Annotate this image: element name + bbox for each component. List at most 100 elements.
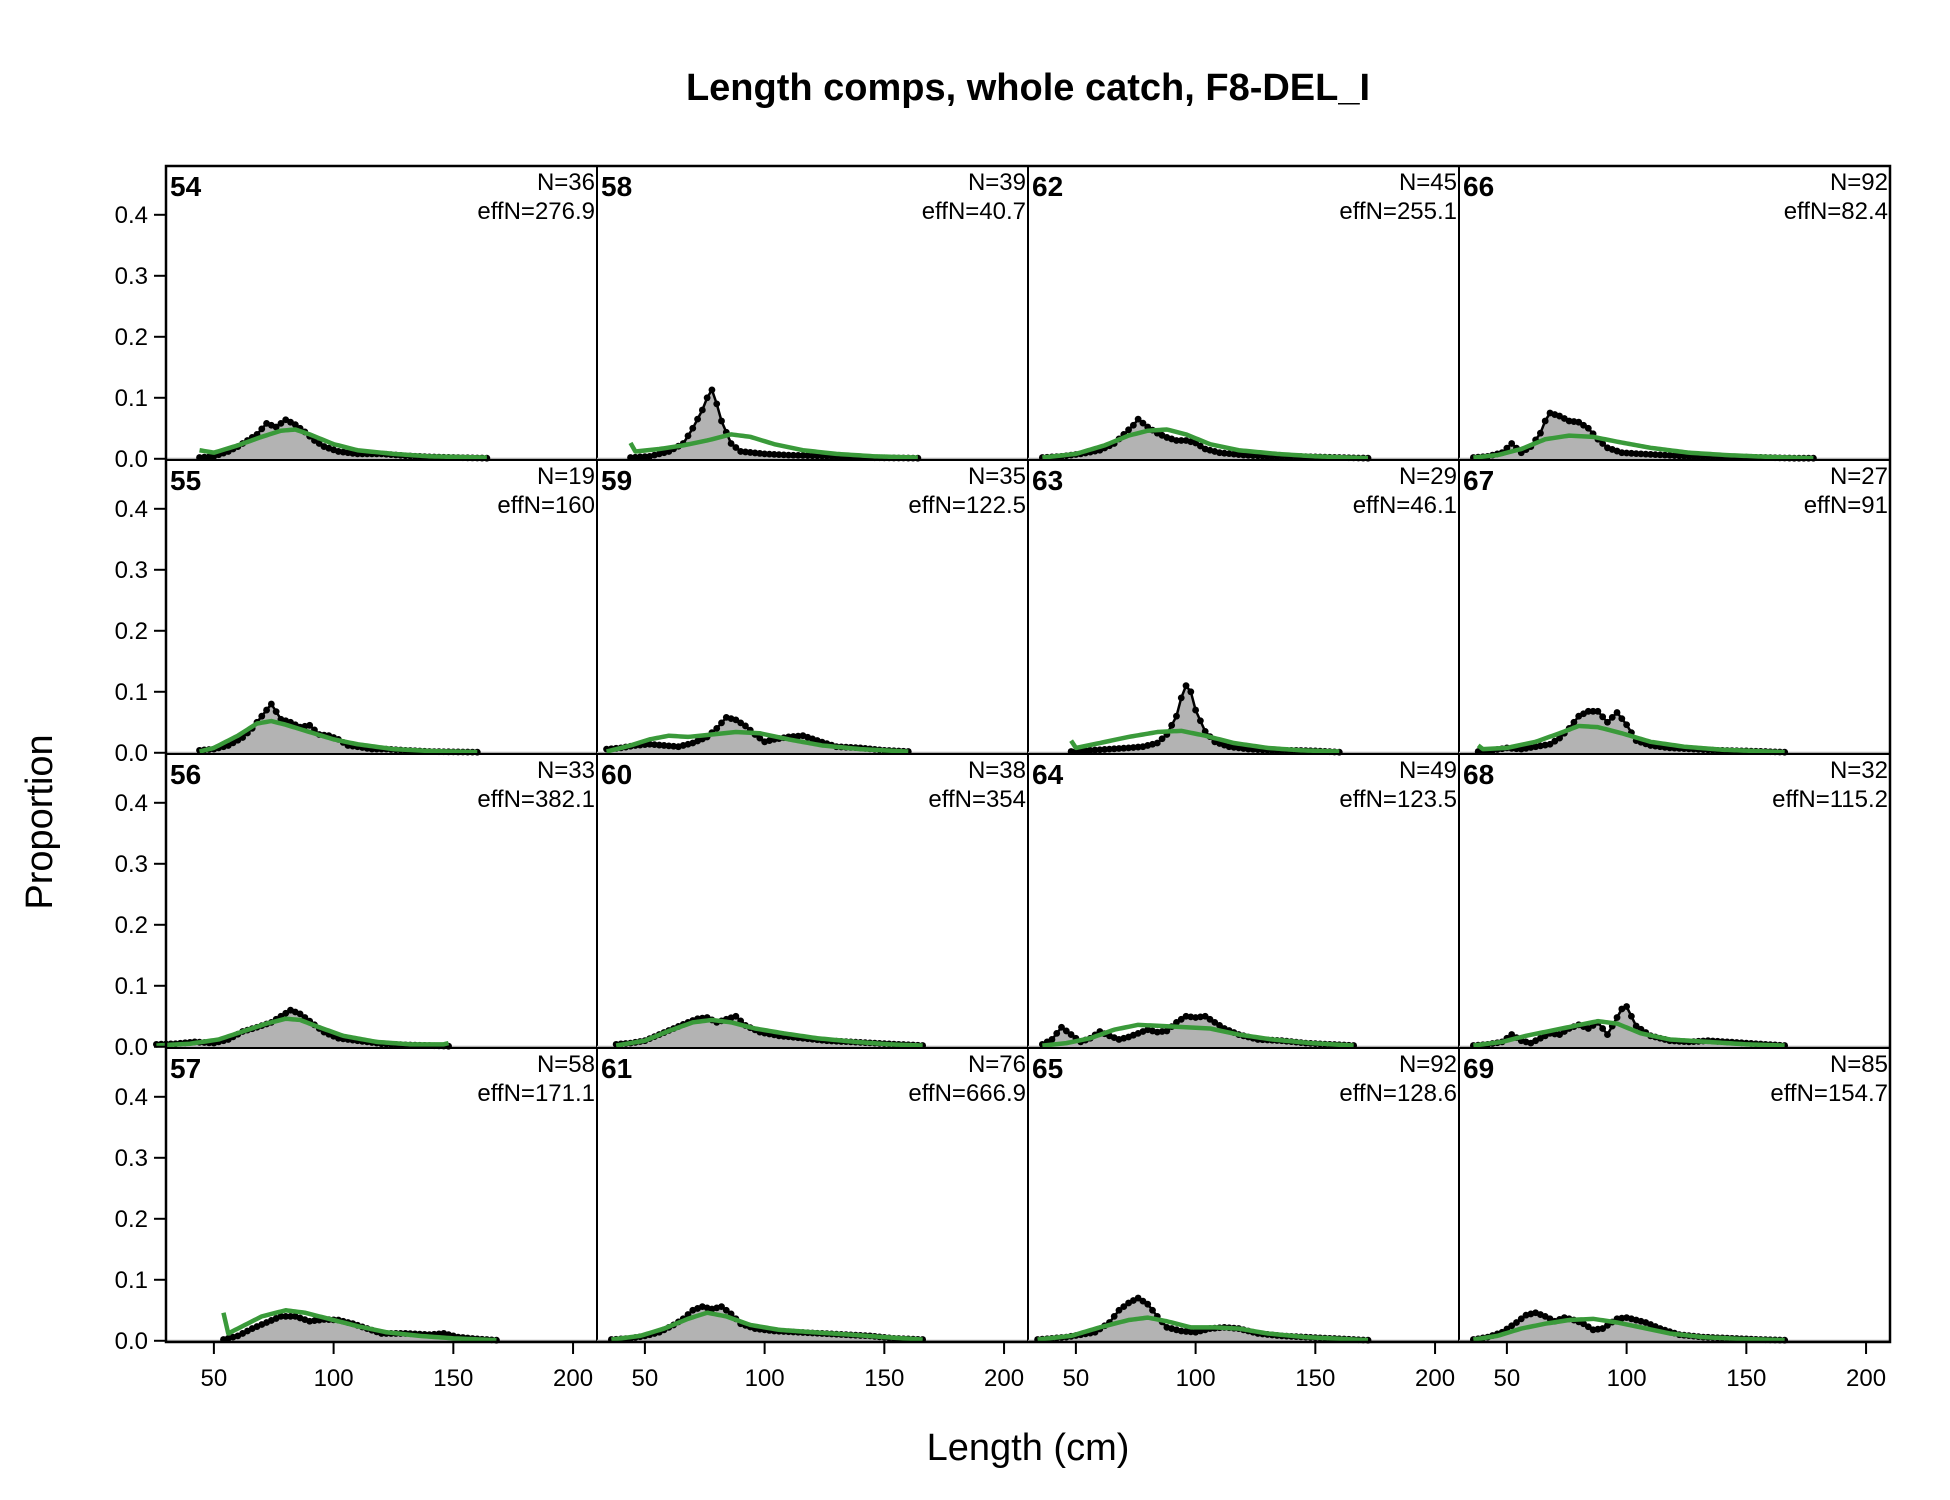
- observed-point: [1608, 714, 1616, 721]
- observed-area: [1071, 685, 1340, 753]
- y-tick-label: 0.2: [115, 912, 148, 939]
- observed-point: [1613, 709, 1621, 716]
- observed-point: [1599, 713, 1607, 721]
- observed-point: [713, 724, 721, 732]
- panel-year-label: 66: [1463, 171, 1494, 202]
- observed-point: [766, 450, 773, 458]
- panel-year-label: 67: [1463, 465, 1494, 496]
- observed-point: [1623, 1003, 1631, 1010]
- x-tick-label: 50: [1063, 1365, 1090, 1392]
- panel-n-label: N=38: [968, 757, 1026, 784]
- panel-year-label: 69: [1463, 1053, 1494, 1084]
- observed-point: [1508, 440, 1516, 447]
- x-tick-label: 200: [553, 1365, 593, 1392]
- observed-point: [1058, 1023, 1065, 1031]
- x-tick-label: 100: [314, 1365, 354, 1392]
- panel-effn-label: effN=82.4: [1784, 198, 1888, 225]
- observed-point: [1173, 712, 1180, 720]
- observed-point: [1642, 450, 1650, 458]
- observed-point: [1570, 718, 1578, 726]
- observed-point: [1192, 706, 1200, 714]
- panel-effn-label: effN=40.7: [922, 198, 1026, 225]
- observed-point: [742, 722, 749, 730]
- observed-point: [1556, 734, 1563, 742]
- observed-point: [272, 423, 280, 431]
- panel-year-label: 61: [601, 1053, 632, 1084]
- y-tick-label: 0.1: [115, 385, 148, 412]
- observed-area: [199, 419, 487, 459]
- panel-n-label: N=32: [1830, 757, 1888, 784]
- observed-point: [756, 734, 764, 742]
- observed-point: [1604, 718, 1611, 726]
- observed-point: [770, 450, 778, 458]
- panel-effn-label: effN=123.5: [1339, 786, 1457, 813]
- observed-point: [1048, 1036, 1056, 1043]
- panel-n-label: N=27: [1830, 463, 1888, 490]
- panel-effn-label: effN=171.1: [477, 1080, 595, 1107]
- observed-point: [1589, 707, 1597, 715]
- observed-area: [1042, 419, 1369, 459]
- expected-line: [606, 729, 909, 754]
- observed-point: [1115, 1306, 1123, 1314]
- observed-point: [1632, 1022, 1640, 1030]
- expected-line: [1042, 1022, 1354, 1048]
- y-tick-label: 0.3: [115, 1145, 148, 1172]
- observed-point: [267, 700, 275, 708]
- y-tick-label: 0.0: [115, 1328, 148, 1355]
- panel-effn-label: effN=115.2: [1772, 786, 1888, 813]
- observed-point: [732, 444, 740, 451]
- expected-line: [1476, 723, 1785, 755]
- panel-effn-label: effN=46.1: [1353, 492, 1457, 519]
- x-tick-label: 150: [864, 1365, 904, 1392]
- observed-point: [780, 451, 788, 459]
- panel-effn-label: effN=666.9: [908, 1080, 1026, 1107]
- observed-point: [263, 706, 270, 714]
- x-tick-label: 150: [433, 1365, 473, 1392]
- observed-point: [1149, 1306, 1156, 1314]
- observed-point: [1110, 1312, 1118, 1320]
- y-tick-label: 0.0: [115, 1034, 148, 1061]
- x-tick-label: 100: [1607, 1365, 1647, 1392]
- panel-year-label: 63: [1032, 465, 1063, 496]
- observed-area: [199, 703, 478, 753]
- y-tick-label: 0.0: [115, 446, 148, 473]
- observed-point: [1517, 1315, 1525, 1323]
- panel-year-label: 57: [170, 1053, 201, 1084]
- observed-point: [1177, 694, 1185, 702]
- observed-point: [1163, 1027, 1171, 1035]
- panel-effn-label: effN=354: [928, 786, 1026, 813]
- observed-point: [277, 1312, 285, 1320]
- panel-year-label: 54: [170, 171, 202, 202]
- observed-point: [727, 440, 735, 447]
- observed-point: [1675, 452, 1683, 460]
- observed-point: [732, 1012, 740, 1020]
- observed-point: [718, 1303, 725, 1311]
- y-tick-label: 0.1: [115, 1267, 148, 1294]
- panel-n-label: N=92: [1399, 1051, 1457, 1078]
- expected-line: [1042, 427, 1369, 461]
- y-tick-label: 0.1: [115, 679, 148, 706]
- panel-n-label: N=35: [968, 463, 1026, 490]
- x-tick-label: 200: [1846, 1365, 1886, 1392]
- panel-n-label: N=92: [1830, 169, 1888, 196]
- y-tick-label: 0.2: [115, 618, 148, 645]
- observed-point: [1513, 1319, 1520, 1326]
- panel-year-label: 58: [601, 171, 632, 202]
- observed-point: [1240, 451, 1247, 459]
- panel-n-label: N=85: [1830, 1051, 1888, 1078]
- observed-point: [1584, 707, 1592, 715]
- observed-area: [1037, 1298, 1369, 1341]
- y-tick-label: 0.3: [115, 851, 148, 878]
- y-tick-label: 0.4: [115, 202, 148, 229]
- observed-point: [296, 1010, 304, 1018]
- observed-point: [694, 415, 701, 423]
- observed-point: [761, 450, 769, 458]
